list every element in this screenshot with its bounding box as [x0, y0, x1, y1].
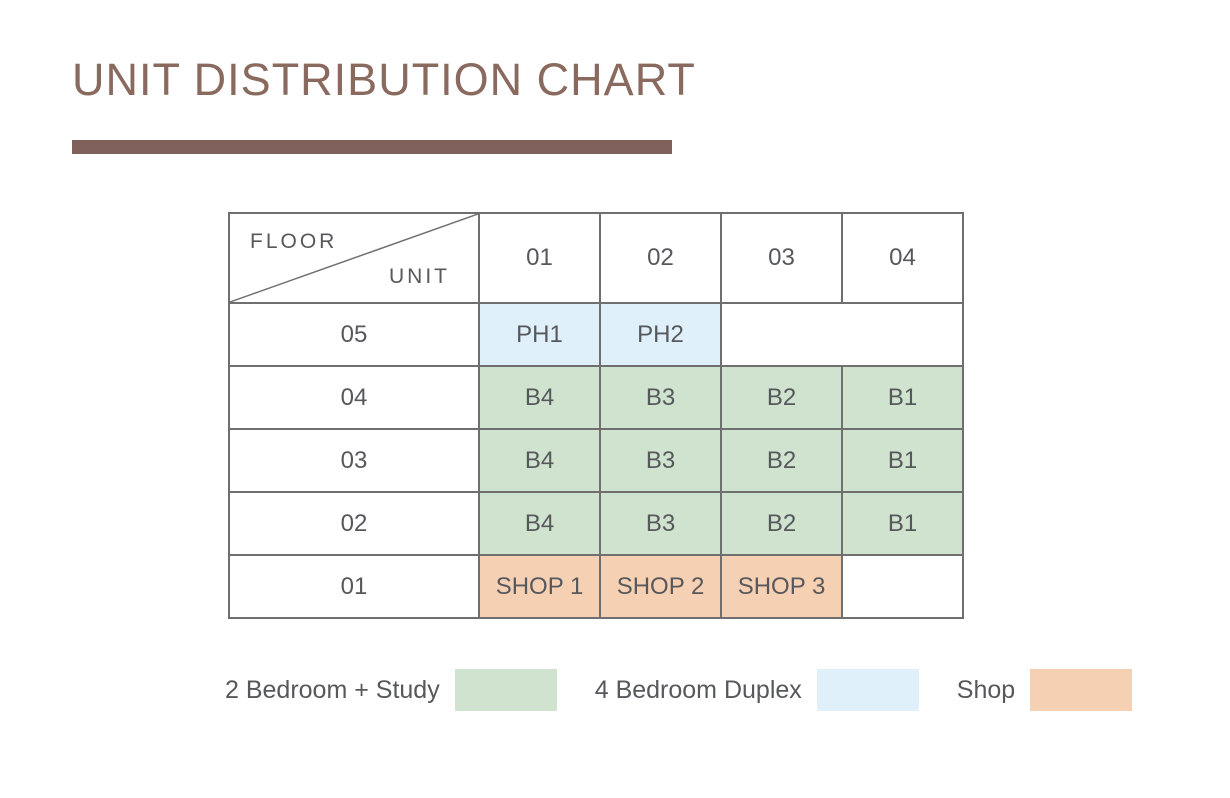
table-row-floor-02: 02 B4 B3 B2 B1 — [228, 491, 964, 556]
unit-cell-02-04-b1: B1 — [841, 491, 964, 556]
unit-cell-02-02-b3: B3 — [599, 491, 722, 556]
legend-swatch-duplex — [816, 669, 919, 711]
unit-column-header-03: 03 — [720, 212, 843, 304]
unit-cell-03-02-b3: B3 — [599, 428, 722, 493]
corner-header-cell: FLOOR UNIT — [228, 212, 480, 304]
title-underline-bar — [72, 140, 672, 154]
unit-cell-05-03-04-empty — [720, 302, 964, 367]
unit-cell-02-01-b4: B4 — [478, 491, 601, 556]
legend-swatch-shop — [1030, 669, 1133, 711]
legend-item-bedroom-study: 2 Bedroom + Study — [225, 669, 557, 711]
unit-cell-03-04-b1: B1 — [841, 428, 964, 493]
floor-cell-03: 03 — [228, 428, 480, 493]
legend-item-duplex: 4 Bedroom Duplex — [595, 669, 919, 711]
legend-label-bedroom-study: 2 Bedroom + Study — [225, 675, 440, 704]
unit-column-header-04: 04 — [841, 212, 964, 304]
floor-cell-04: 04 — [228, 365, 480, 430]
legend: 2 Bedroom + Study 4 Bedroom Duplex Shop — [225, 669, 1133, 711]
unit-cell-01-01-shop1: SHOP 1 — [478, 554, 601, 619]
legend-label-duplex: 4 Bedroom Duplex — [594, 675, 802, 704]
legend-item-shop: Shop — [956, 669, 1133, 711]
unit-cell-03-01-b4: B4 — [478, 428, 601, 493]
unit-cell-01-04-empty — [841, 554, 964, 619]
diagonal-divider-line — [230, 214, 478, 302]
unit-cell-03-03-b2: B2 — [720, 428, 843, 493]
unit-cell-04-03-b2: B2 — [720, 365, 843, 430]
floor-cell-02: 02 — [228, 491, 480, 556]
unit-cell-04-02-b3: B3 — [599, 365, 722, 430]
table-row-floor-03: 03 B4 B3 B2 B1 — [228, 428, 964, 493]
unit-cell-01-03-shop3: SHOP 3 — [720, 554, 843, 619]
floor-axis-label: FLOOR — [250, 230, 338, 253]
unit-cell-05-01-ph1: PH1 — [478, 302, 601, 367]
unit-axis-label: UNIT — [389, 265, 450, 288]
unit-column-header-01: 01 — [478, 212, 601, 304]
unit-cell-05-02-ph2: PH2 — [599, 302, 722, 367]
table-row-floor-04: 04 B4 B3 B2 B1 — [228, 365, 964, 430]
table-row-floor-05: 05 PH1 PH2 — [228, 302, 964, 367]
floor-cell-01: 01 — [228, 554, 480, 619]
legend-swatch-bedroom-study — [454, 669, 557, 711]
unit-column-header-02: 02 — [599, 212, 722, 304]
unit-cell-04-04-b1: B1 — [841, 365, 964, 430]
table-row-floor-01: 01 SHOP 1 SHOP 2 SHOP 3 — [228, 554, 964, 619]
floor-cell-05: 05 — [228, 302, 480, 367]
page-title: UNIT DISTRIBUTION CHART — [72, 54, 696, 105]
unit-cell-01-02-shop2: SHOP 2 — [599, 554, 722, 619]
unit-distribution-table: FLOOR UNIT 01 02 03 04 05 PH1 PH2 04 B4 … — [228, 212, 964, 619]
table-header-row: FLOOR UNIT 01 02 03 04 — [228, 212, 964, 304]
unit-cell-02-03-b2: B2 — [720, 491, 843, 556]
legend-label-shop: Shop — [956, 675, 1016, 704]
unit-cell-04-01-b4: B4 — [478, 365, 601, 430]
